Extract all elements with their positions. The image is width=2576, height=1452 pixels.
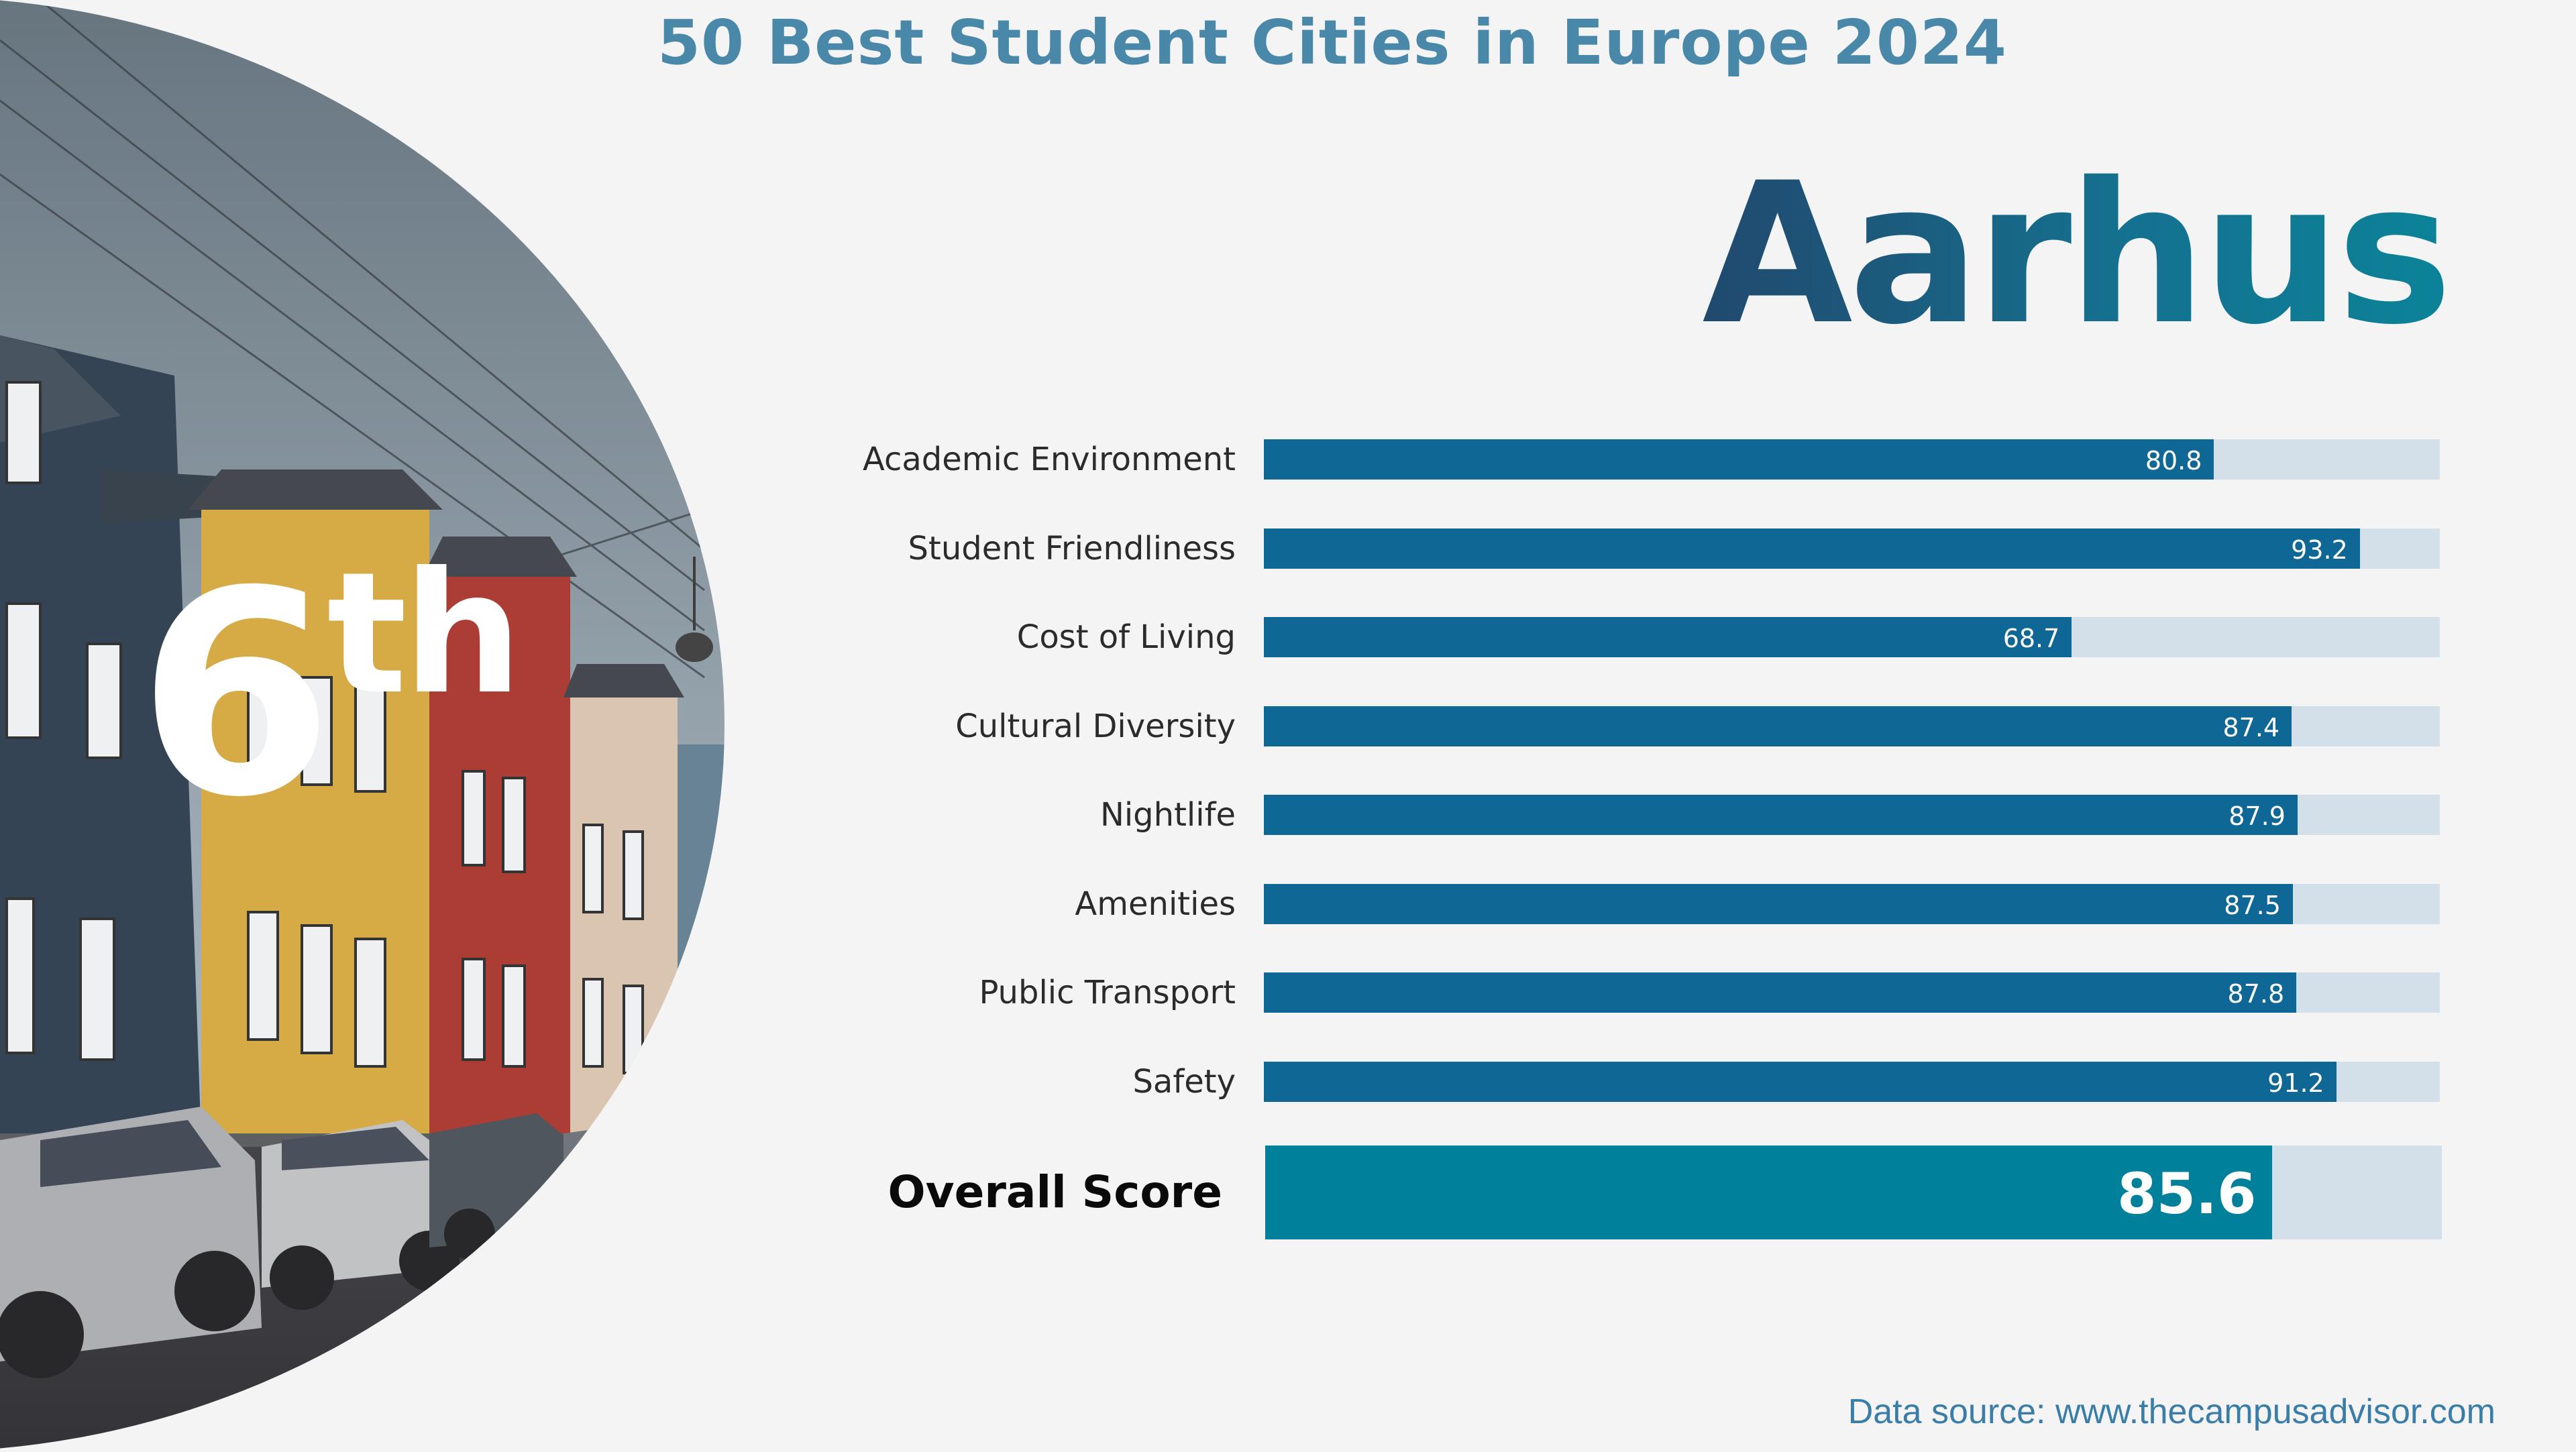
bar-track: 87.5 [1264,883,2440,924]
bar-value-label: 93.2 [2291,535,2348,565]
category-label: Student Friendliness [908,529,1236,567]
category-label: Cost of Living [1016,618,1236,656]
bar-track: 91.2 [1264,1061,2440,1102]
bar-track: 80.8 [1264,439,2440,480]
bar-row: Cultural Diversity 87.4 [0,706,2576,746]
bar-row: Student Friendliness 93.2 [0,528,2576,569]
bar-row: Cost of Living 68.7 [0,617,2576,657]
bar: 91.2 [1264,1061,2337,1102]
bar: 87.9 [1264,795,2298,835]
bar-row: Safety 91.2 [0,1061,2576,1102]
city-name: Aarhus [1702,142,2453,368]
data-source-note: Data source: www.thecampusadvisor.com [1847,1392,2496,1431]
rank-badge: 6th [138,550,523,836]
page-title: 50 Best Student Cities in Europe 2024 [657,7,2007,78]
category-label: Public Transport [979,974,1236,1011]
overall-score-row: Overall Score 85.6 [0,1146,2576,1239]
bar-value-label: 87.9 [2229,801,2286,831]
bar-value-label: 87.4 [2222,712,2280,742]
category-label: Cultural Diversity [955,707,1236,745]
category-label: Amenities [1075,885,1236,923]
bar-row: Nightlife 87.9 [0,795,2576,835]
category-label: Nightlife [1099,796,1236,834]
bar-row: Public Transport 87.8 [0,972,2576,1013]
bar-row: Amenities 87.5 [0,883,2576,924]
bar-value-label: 87.5 [2224,890,2281,920]
bar-value-label: 91.2 [2267,1068,2324,1098]
bar-value-label: 80.8 [2145,446,2202,476]
bar: 80.8 [1264,439,2214,480]
rank-suffix: th [327,536,522,731]
bar-value-label: 68.7 [2002,624,2060,653]
overall-score-value: 85.6 [2117,1161,2257,1227]
overall-score-label: Overall Score [888,1166,1222,1218]
bar: 87.4 [1264,706,2292,746]
overall-score-bar: 85.6 [1265,1146,2273,1239]
bar-track: 87.4 [1264,706,2440,746]
bar-value-label: 87.8 [2227,979,2285,1009]
bar: 87.8 [1264,972,2297,1013]
overall-score-track: 85.6 [1265,1146,2442,1239]
bar: 93.2 [1264,528,2360,569]
bar: 87.5 [1264,883,2293,924]
bar-row: Academic Environment 80.8 [0,439,2576,480]
bar-track: 93.2 [1264,528,2440,569]
bar-track: 87.8 [1264,972,2440,1013]
category-label: Safety [1132,1062,1236,1101]
bar: 68.7 [1264,617,2072,657]
category-label: Academic Environment [862,441,1236,478]
bar-track: 68.7 [1264,617,2440,657]
rank-number: 6 [138,531,333,859]
bar-track: 87.9 [1264,795,2440,835]
